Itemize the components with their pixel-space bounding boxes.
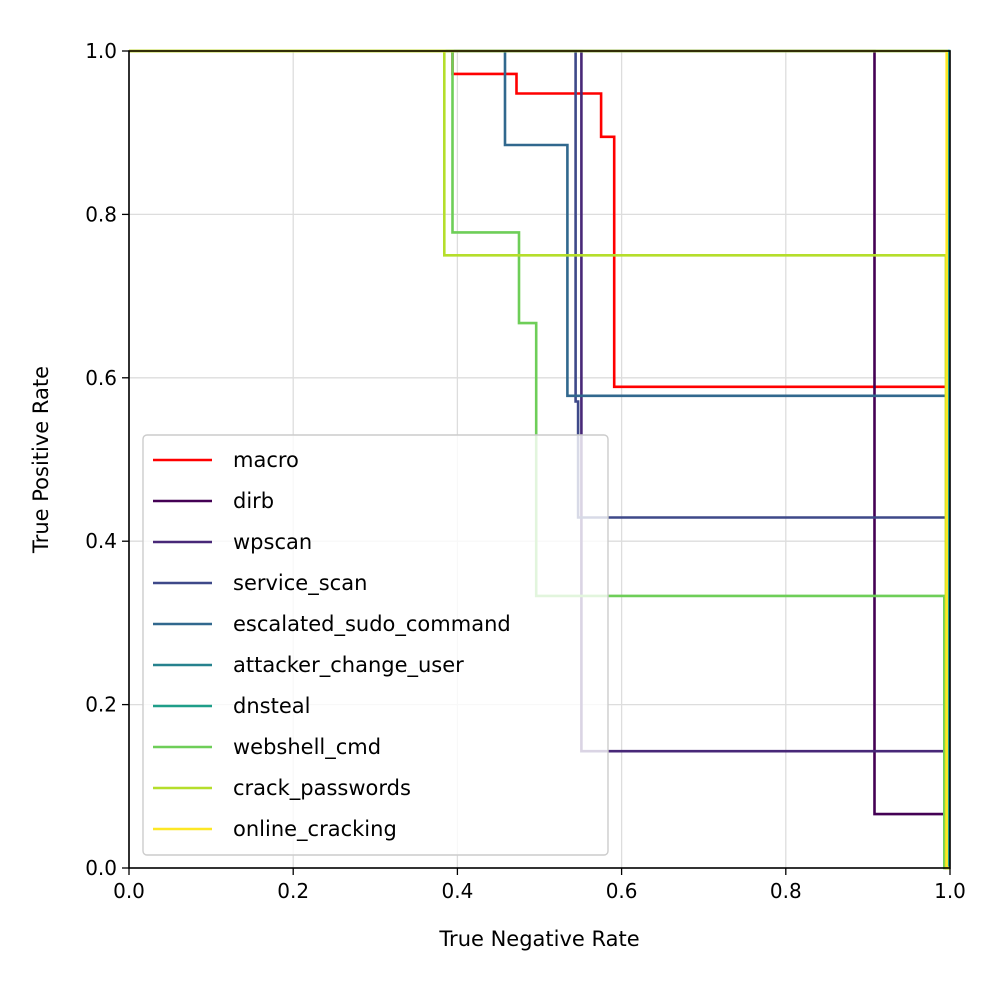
- x-tick-label: 0.6: [606, 879, 638, 903]
- x-tick-label: 0.4: [441, 879, 473, 903]
- legend-label: dirb: [233, 489, 274, 513]
- legend-label: dnsteal: [233, 694, 310, 718]
- legend-label: macro: [233, 448, 299, 472]
- legend-label: crack_passwords: [233, 776, 411, 801]
- legend-label: webshell_cmd: [233, 735, 381, 760]
- y-tick-label: 0.6: [85, 366, 117, 390]
- y-tick-label: 1.0: [85, 39, 117, 63]
- legend-label: wpscan: [233, 530, 312, 554]
- legend-label: service_scan: [233, 571, 367, 596]
- legend-label: online_cracking: [233, 817, 397, 842]
- axis-ticks: 0.0 0.2 0.4 0.6 0.8 1.0 0.0 0.2 0.4 0.6 0.8 1.0: [85, 39, 966, 903]
- legend: macro dirb wpscan service_scan escalated_sud…: [142, 434, 609, 856]
- x-tick-label: 0.2: [277, 879, 309, 903]
- y-axis-label: True Positive Rate: [29, 366, 53, 554]
- legend-label: attacker_change_user: [233, 653, 464, 678]
- y-tick-label: 0.0: [85, 856, 117, 880]
- x-tick-label: 0.8: [770, 879, 802, 903]
- legend-label: escalated_sudo_command: [233, 612, 511, 637]
- x-tick-label: 1.0: [934, 879, 966, 903]
- x-tick-label: 0.0: [113, 879, 145, 903]
- x-axis-label: True Negative Rate: [438, 927, 639, 951]
- y-tick-label: 0.2: [85, 693, 117, 717]
- y-tick-label: 0.4: [85, 529, 117, 553]
- y-tick-label: 0.8: [85, 202, 117, 226]
- legend-box: [142, 434, 609, 856]
- series-line-webshell-cmd: [129, 49, 950, 870]
- plot-frame: [128, 50, 951, 869]
